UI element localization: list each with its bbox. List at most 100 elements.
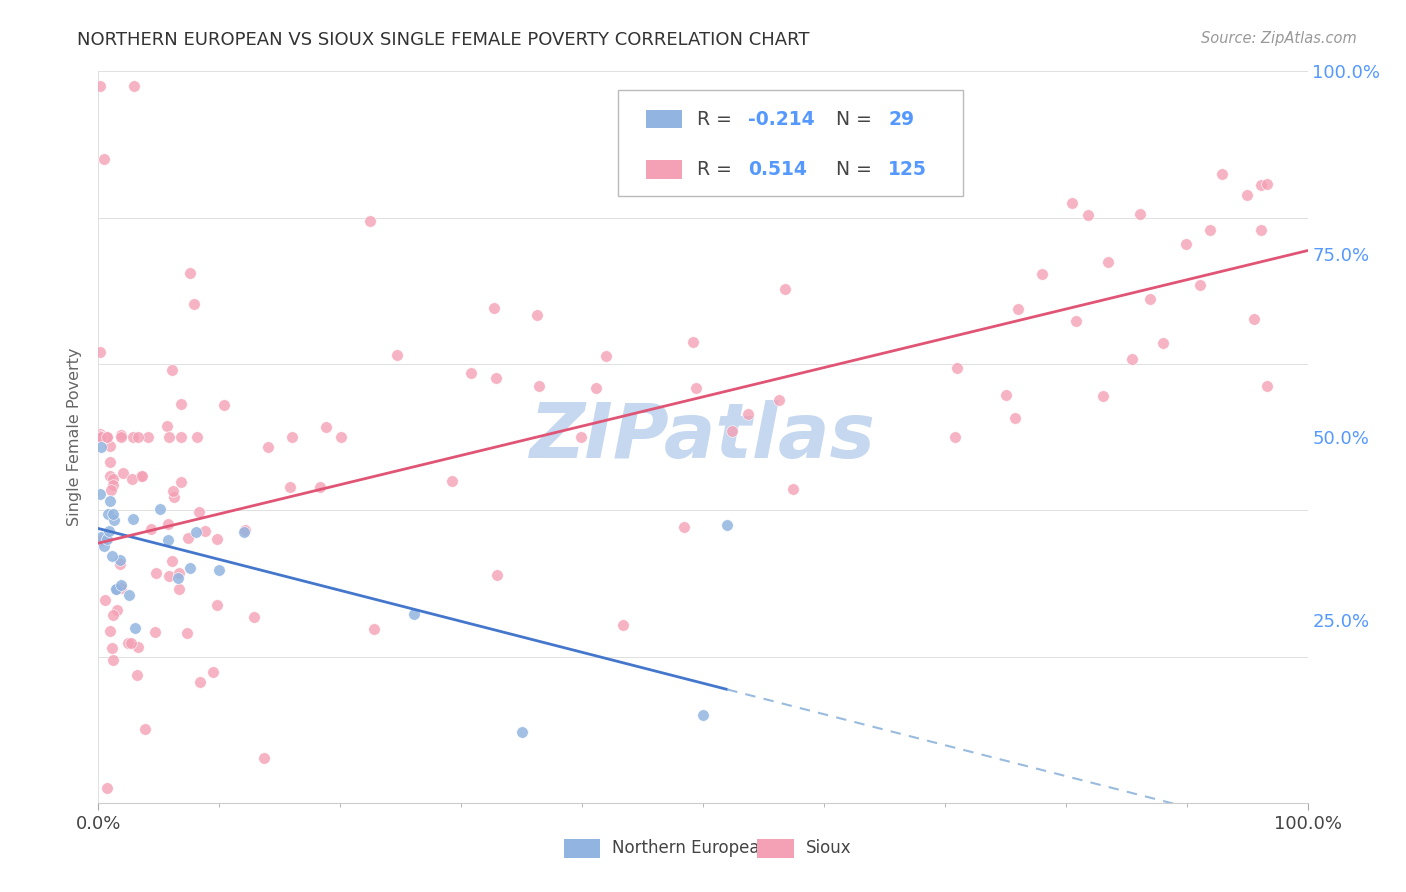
FancyBboxPatch shape xyxy=(647,161,682,179)
Point xyxy=(163,490,186,504)
Point xyxy=(1091,388,1114,402)
Point xyxy=(90,530,112,544)
Point xyxy=(127,640,149,654)
Point xyxy=(569,430,592,444)
Text: Northern Europeans: Northern Europeans xyxy=(613,839,779,857)
Text: N =: N = xyxy=(837,110,877,128)
Point xyxy=(737,407,759,421)
Point xyxy=(1139,292,1161,306)
Point xyxy=(1174,236,1197,251)
Point xyxy=(233,523,256,537)
FancyBboxPatch shape xyxy=(647,110,682,128)
Point xyxy=(108,557,131,571)
Point xyxy=(440,474,463,488)
Point xyxy=(257,440,280,454)
Point xyxy=(127,430,149,444)
Point xyxy=(482,301,505,315)
Point xyxy=(179,266,201,280)
Point xyxy=(526,308,548,322)
Point xyxy=(156,419,179,434)
Point xyxy=(90,440,112,454)
Point xyxy=(510,725,533,739)
Text: NORTHERN EUROPEAN VS SIOUX SINGLE FEMALE POVERTY CORRELATION CHART: NORTHERN EUROPEAN VS SIOUX SINGLE FEMALE… xyxy=(77,31,810,49)
Point xyxy=(159,569,181,583)
Point xyxy=(112,466,135,480)
Point xyxy=(177,532,200,546)
Point xyxy=(385,348,408,362)
Point xyxy=(1121,352,1143,367)
Point xyxy=(309,480,332,494)
Point xyxy=(782,482,804,496)
Point xyxy=(167,582,190,596)
Point xyxy=(157,517,180,532)
Point xyxy=(1097,254,1119,268)
Point xyxy=(1066,313,1088,327)
Point xyxy=(162,484,184,499)
Point xyxy=(89,428,111,442)
Text: Sioux: Sioux xyxy=(806,839,852,857)
Point xyxy=(90,533,112,547)
Point xyxy=(98,493,121,508)
Point xyxy=(170,475,193,489)
Point xyxy=(183,297,205,311)
Point xyxy=(170,430,193,444)
Point xyxy=(404,607,426,621)
Point xyxy=(98,455,121,469)
Point xyxy=(96,430,118,444)
Point xyxy=(167,566,190,580)
Point xyxy=(527,379,550,393)
Point xyxy=(1077,208,1099,222)
Point xyxy=(205,532,228,546)
Point xyxy=(127,667,149,681)
Y-axis label: Single Female Poverty: Single Female Poverty xyxy=(67,348,83,526)
Text: 125: 125 xyxy=(889,161,927,179)
Point xyxy=(110,430,132,444)
Text: 0.514: 0.514 xyxy=(748,161,807,179)
Point xyxy=(253,751,276,765)
Point xyxy=(131,468,153,483)
Point xyxy=(110,427,132,442)
Point xyxy=(108,553,131,567)
Point xyxy=(110,581,132,595)
Point xyxy=(176,626,198,640)
Point xyxy=(232,525,254,540)
Point xyxy=(96,781,118,796)
Point xyxy=(1060,196,1083,211)
Point xyxy=(167,571,190,585)
Point xyxy=(131,469,153,483)
Point xyxy=(107,602,129,616)
Text: R =: R = xyxy=(697,161,738,179)
Point xyxy=(242,610,264,624)
Point xyxy=(103,472,125,486)
Point xyxy=(160,554,183,568)
Point xyxy=(773,282,796,296)
Text: N =: N = xyxy=(837,161,877,179)
Point xyxy=(184,525,207,540)
Point xyxy=(100,483,122,498)
Point xyxy=(105,582,128,596)
Point xyxy=(103,513,125,527)
Point xyxy=(103,477,125,491)
Point xyxy=(1031,267,1053,281)
Point xyxy=(90,430,112,444)
Point xyxy=(943,430,966,444)
Point xyxy=(89,487,111,501)
Point xyxy=(98,439,121,453)
Point xyxy=(278,480,301,494)
Point xyxy=(188,675,211,690)
Point xyxy=(721,424,744,438)
Point xyxy=(485,567,508,582)
FancyBboxPatch shape xyxy=(564,839,600,858)
Point xyxy=(96,430,118,444)
Text: Source: ZipAtlas.com: Source: ZipAtlas.com xyxy=(1201,31,1357,46)
Point xyxy=(595,349,617,363)
Point xyxy=(96,532,118,546)
Point xyxy=(124,621,146,635)
Point xyxy=(1152,335,1174,350)
Point xyxy=(1004,410,1026,425)
Point xyxy=(1256,177,1278,191)
Point xyxy=(685,381,707,395)
Point xyxy=(122,430,145,444)
Point xyxy=(208,563,231,577)
Point xyxy=(122,512,145,526)
